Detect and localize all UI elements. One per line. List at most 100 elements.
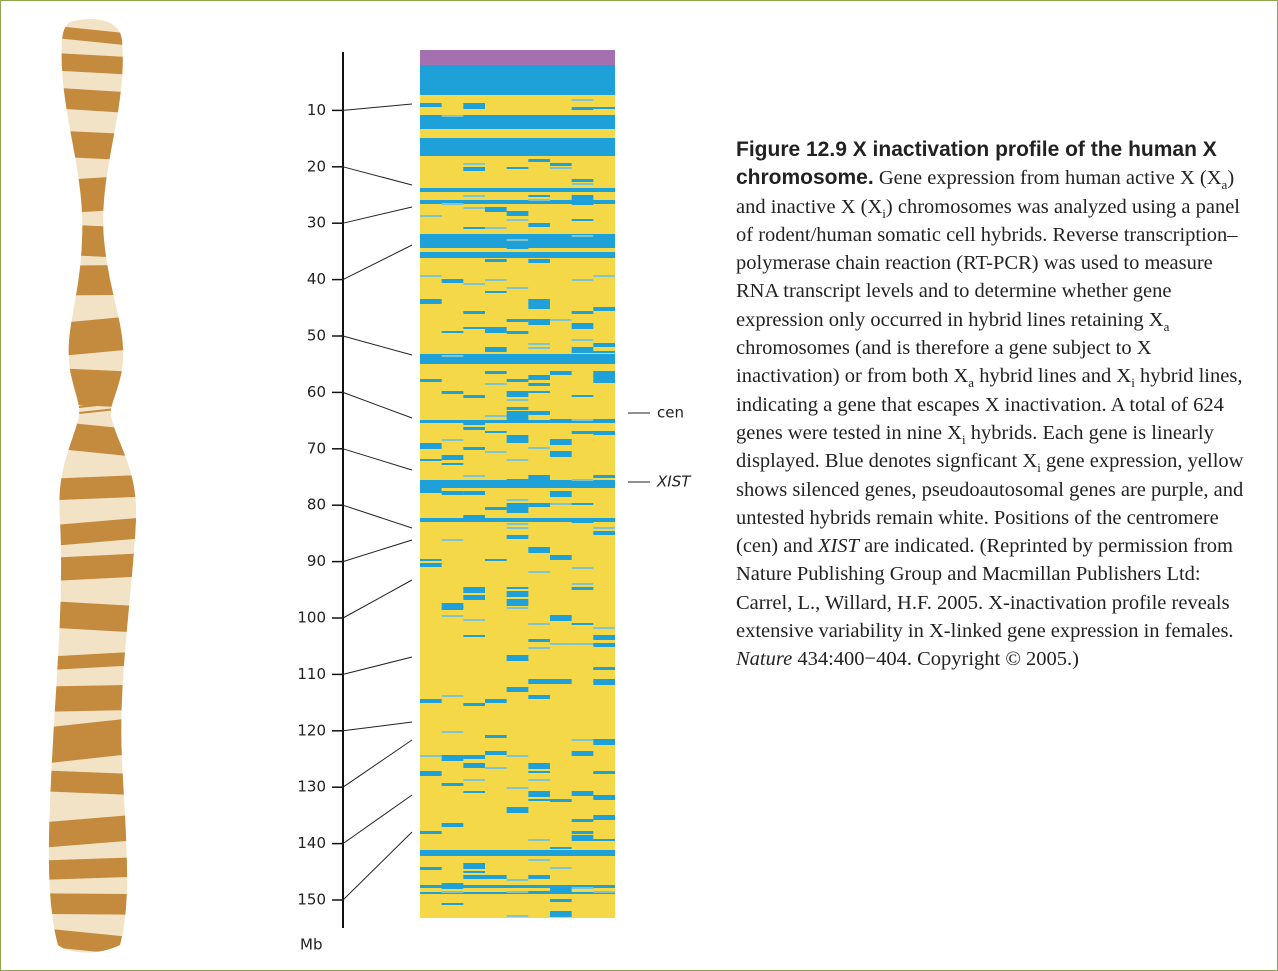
heat-cell [506,219,529,221]
caption-text: chromosomes (and is therefore a gene sub… [736,337,1152,388]
heat-cell [571,311,594,314]
heat-cell [506,319,529,322]
heat-cell [528,791,550,797]
heat-cell [463,851,485,853]
scale-label: 70 [307,439,326,457]
heat-cell [485,767,507,769]
chromosome-band [48,769,137,797]
heat-cell [463,395,485,398]
heat-cell [550,911,572,917]
connector [342,335,413,356]
heat-cell [593,475,615,478]
heat-cell [593,771,615,774]
heat-cell [571,887,594,889]
chromosome-band [48,552,137,583]
chromosome-band [48,222,137,260]
heat-cell [571,107,594,110]
heat-cell [571,195,594,200]
escape-block [420,65,615,95]
heat-cell [550,419,572,421]
heat-cell [528,859,550,861]
heat-cell [506,167,529,169]
heat-cell [420,103,442,107]
heat-cell [485,451,507,453]
heat-cell [463,103,485,109]
heat-cell [528,695,550,699]
heat-cell [441,203,464,205]
heat-cell [506,479,529,483]
heat-cell [463,423,485,425]
connector [342,391,413,419]
heat-cell [506,435,529,441]
heat-cell [550,847,572,849]
heat-cell [506,807,529,813]
heat-cell [420,559,442,561]
heat-cell [593,527,615,529]
heat-cell [571,279,594,281]
heat-cell [593,627,615,629]
heat-cell [550,503,572,505]
heat-cell [571,219,594,221]
scale-label: 20 [307,157,326,175]
heat-cell [528,159,550,162]
heat-cell [528,647,550,649]
heat-cell [593,739,615,745]
heat-cell [420,459,442,461]
chromosome-band [48,516,137,548]
connector [342,739,413,788]
heat-cell [550,123,572,129]
heat-cell [528,303,550,309]
chromosome-band [48,893,137,915]
heat-cell [463,475,485,477]
heat-cell [593,351,615,353]
heat-cell [485,279,507,281]
heat-cell [441,755,464,761]
connector [342,448,413,471]
connector [342,103,413,111]
heat-cell [528,299,550,304]
heat-cell [528,375,550,380]
heat-cell [441,491,464,495]
heat-cell [506,603,529,606]
heat-cell [485,559,507,561]
heat-cell [593,431,615,435]
heat-cell [463,763,485,768]
scale-label: 40 [307,270,326,288]
heat-cell [528,891,550,893]
heat-cell [593,343,615,347]
heat-cell [463,515,485,518]
heat-cell [463,491,485,495]
heat-cell [485,259,507,262]
heat-cell [485,383,507,385]
heat-cell [528,383,550,386]
heat-cell [441,331,464,333]
heat-cell [528,195,550,197]
heat-cell [571,395,594,397]
heat-cell [485,291,507,293]
heat-cell [528,411,550,415]
heat-cell [441,903,464,905]
heat-cell [593,235,615,237]
caption-text: Gene expression from human active X (X [873,167,1222,190]
connector [342,831,413,901]
heat-cell [506,399,529,401]
heat-cell [441,455,464,460]
heat-cell [441,463,464,465]
heat-cell [506,415,529,420]
heat-cell [463,151,485,156]
heat-cell [593,151,615,153]
scale-label: 80 [307,496,326,514]
escape-row [420,850,615,856]
heat-cell [506,687,529,692]
connector [342,539,413,563]
chromosome-band [48,366,137,409]
heat-cell [550,163,572,166]
heat-cell [463,595,485,600]
heat-cell [441,539,464,541]
heat-cell [463,791,485,793]
subscript: a [1163,318,1170,334]
heat-cell [506,391,529,397]
heat-cell [571,151,594,153]
heat-cell [550,167,572,169]
heat-cell [485,735,507,738]
